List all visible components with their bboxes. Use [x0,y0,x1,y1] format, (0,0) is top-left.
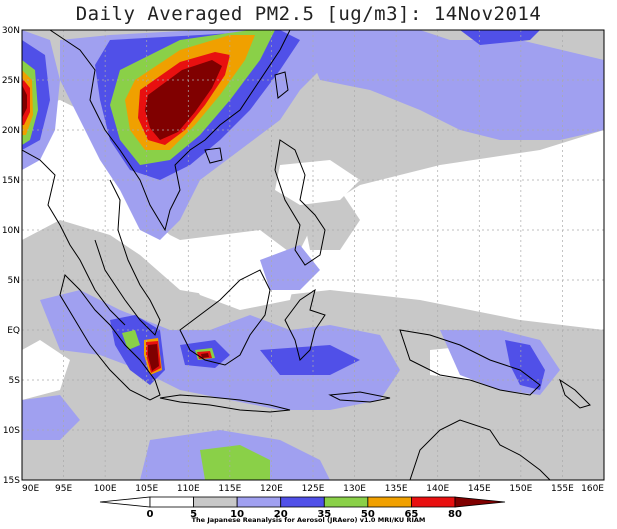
colorbar-label: 20 [274,509,288,520]
coast-borneo [179,269,271,366]
lon-tick-label: 95E [55,484,72,494]
lon-tick-label: 150E [509,484,532,494]
lat-tick-label: 10S [3,426,20,436]
lon-tick-label: 145E [468,484,491,494]
lon-tick-label: 90E [22,484,39,494]
lon-tick-label: 135E [385,484,408,494]
lon-tick-label: 105E [135,484,158,494]
colorbar-segment [149,496,194,508]
latitude-axis: 30N 25N 20N 15N 10N 5N EQ 5S 10S 15S [2,26,20,486]
lat-tick-label: 20N [2,126,20,136]
coast-new-guinea [399,329,541,396]
map-frame [21,29,605,481]
colorbar-segment [367,496,412,508]
colorbar-segment [280,496,325,508]
lat-tick-label: 5S [9,376,21,386]
lat-tick-label: 10N [2,226,20,236]
coast-philippines [274,139,326,266]
map-title: Daily Averaged PM2.5 [ug/m3]: 14Nov2014 [75,3,542,25]
coast-asia-mainland [49,30,291,232]
coast-solomon [559,378,591,409]
coast-sulawesi [284,288,326,361]
grid-lines [22,30,604,480]
lon-tick-label: 110E [177,484,200,494]
colorbar-segment [193,496,238,508]
credit-text: The Japanese Reanalysis for Aerosol (JRA… [191,516,426,524]
colorbar-label: 10 [230,509,244,520]
lon-tick-label: 100E [94,484,117,494]
coast-indochina [22,149,126,326]
lon-tick-label: 160E [581,484,604,494]
colorbar-segment [454,496,506,508]
coast-java [159,394,291,413]
colorbar-segment [236,496,282,508]
colorbar-label: 50 [361,509,375,520]
colorbar-label: 35 [317,509,331,520]
coast-taiwan [274,71,289,99]
colorbar-label: 80 [448,509,462,520]
lon-tick-label: 155E [551,484,574,494]
lat-tick-label: EQ [7,326,20,336]
colorbar-label: 65 [404,509,418,520]
lon-tick-label: 120E [260,484,283,494]
colorbar-segment [323,496,369,508]
coast-malay-peninsula [94,179,161,336]
coast-hainan [204,147,223,164]
lat-tick-label: 30N [2,26,20,36]
lon-tick-label: 125E [302,484,325,494]
colorbar-segment [99,496,151,508]
lon-tick-label: 130E [343,484,366,494]
lat-tick-label: 15S [3,476,20,486]
lat-tick-label: 15N [2,176,20,186]
lat-tick-label: 5N [8,276,20,286]
coast-australia [409,419,551,480]
colorbar: 0 5 10 20 35 50 65 80 [99,496,506,520]
coast-timor-flores [328,391,391,403]
colorbar-label: 5 [190,509,197,520]
coastlines [22,30,591,480]
map-field [22,30,604,480]
lon-tick-label: 140E [426,484,449,494]
lat-tick-label: 25N [2,76,20,86]
colorbar-label: 0 [147,509,154,520]
coast-sumatra [59,274,161,401]
lon-tick-label: 115E [218,484,241,494]
colorbar-segment [411,496,456,508]
longitude-axis: 90E 95E 100E 105E 110E 115E 120E 125E 130E 135E 14… [22,484,604,494]
